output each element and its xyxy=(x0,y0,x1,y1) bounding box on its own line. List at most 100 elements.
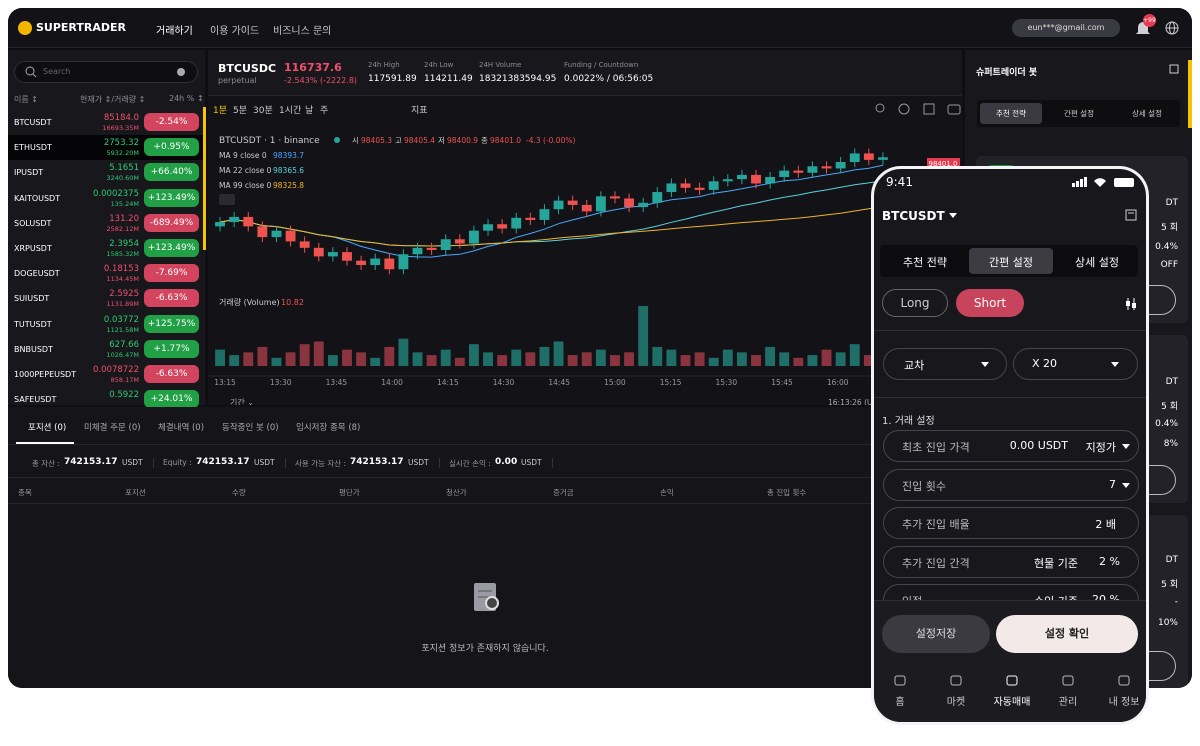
nav-label[interactable]: 자동매매 xyxy=(993,697,1031,708)
margin-select[interactable]: 교차 xyxy=(883,348,1007,380)
phone-symbol[interactable]: BTCUSDT xyxy=(882,209,945,223)
setting-unit: 지정가 xyxy=(1085,441,1116,454)
volume: 135.24M xyxy=(110,199,139,208)
leverage-select[interactable]: X 20 xyxy=(1013,348,1138,380)
calculator-icon[interactable] xyxy=(1125,209,1137,221)
nav-link[interactable]: 거래하기 xyxy=(156,26,193,37)
toolbar-item[interactable]: 지표 xyxy=(411,106,428,116)
volume-bar xyxy=(243,352,254,366)
candle xyxy=(638,202,649,208)
toolbar-icons[interactable] xyxy=(874,102,962,116)
save-button[interactable]: 설정저장 xyxy=(882,615,990,653)
volume-bar xyxy=(468,344,479,366)
phone-tab[interactable]: 간편 설정 xyxy=(989,256,1033,269)
position-tab[interactable]: 체결내역 (0) xyxy=(158,423,205,433)
dropdown-icon xyxy=(949,213,957,218)
symbol[interactable]: SOLUSDT xyxy=(14,218,52,228)
candle xyxy=(553,200,564,210)
column-header: 평단가 xyxy=(339,488,360,497)
leverage-value: X 20 xyxy=(1032,357,1058,370)
bot-tab[interactable]: 추천 전략 xyxy=(996,109,1026,118)
phone-tab[interactable]: 추천 전략 xyxy=(903,256,947,269)
collapse-button[interactable] xyxy=(219,194,235,205)
position-tab[interactable]: 임시저장 종목 (8) xyxy=(296,423,361,433)
toolbar-item[interactable]: 5분 xyxy=(233,106,248,116)
price: 131.20 xyxy=(109,213,139,224)
toolbar-item[interactable]: 날 xyxy=(305,106,314,116)
nav-icon[interactable] xyxy=(1117,673,1131,687)
nav-icon[interactable] xyxy=(1005,673,1019,687)
period-select: 기간 ⌄ xyxy=(230,397,254,405)
chart-legend: BTCUSDT · 1 · binance xyxy=(219,136,320,146)
column-header[interactable]: 현재가 ↕/거래량 ↕ xyxy=(80,95,146,104)
setting-row[interactable]: 진입 횟수 7 xyxy=(883,468,1139,501)
symbol[interactable]: DOGEUSDT xyxy=(14,269,60,279)
symbol[interactable]: KAITOUSDT xyxy=(14,193,61,203)
position-tab[interactable]: 미체결 주문 (0) xyxy=(84,423,141,433)
account[interactable]: eun***@gmail.com xyxy=(1012,19,1120,37)
nav-label[interactable]: 관리 xyxy=(1058,697,1078,708)
column-header[interactable]: 이름 ↕ xyxy=(14,95,38,104)
candle xyxy=(215,222,225,227)
symbol[interactable]: SAFEUSDT xyxy=(14,395,57,405)
bot-tab[interactable]: 간편 설정 xyxy=(1064,109,1094,118)
status-time: 9:41 xyxy=(886,175,913,189)
search-box[interactable]: Search xyxy=(14,61,198,83)
setting-row[interactable]: 최초 진입 가격 0.00 USDT 지정가 xyxy=(883,430,1139,462)
summary-unit: USDT xyxy=(254,458,275,467)
price: 2.3954 xyxy=(109,239,139,249)
toolbar-item[interactable]: 30분 xyxy=(253,106,273,116)
ma-label: MA 99 close 0 xyxy=(219,181,272,190)
settings-icon[interactable] xyxy=(1124,297,1138,311)
nav-link[interactable]: 이용 가이드 xyxy=(210,26,260,37)
candle xyxy=(652,192,663,203)
separator xyxy=(552,458,553,468)
symbol[interactable]: SUIUSDT xyxy=(14,294,50,304)
bot-tab[interactable]: 상세 설정 xyxy=(1132,109,1162,118)
candle xyxy=(595,196,606,212)
setting-row[interactable]: 추가 진입 간격 현물 기준 2 % xyxy=(883,545,1139,578)
calculator-icon[interactable] xyxy=(1169,64,1179,74)
ticker-symbol: BTCUSDC xyxy=(218,62,277,75)
nav-icon[interactable] xyxy=(893,673,907,687)
candle xyxy=(567,200,578,205)
nav-link[interactable]: 비즈니스 문의 xyxy=(273,26,332,37)
setting-row[interactable]: 익절 수익 기준 20 % xyxy=(883,584,1139,600)
position-tab[interactable]: 동작중인 봇 (0) xyxy=(222,423,279,433)
stat-label: Funding / Countdown xyxy=(564,61,639,69)
symbol[interactable]: ETHUSDT xyxy=(14,143,52,153)
symbol[interactable]: BNBUSDT xyxy=(14,344,53,354)
setting-label: 추가 진입 간격 xyxy=(902,556,970,570)
symbol[interactable]: XRPUSDT xyxy=(14,244,52,253)
side-button[interactable]: Short xyxy=(956,289,1024,317)
position-tab[interactable]: 포지션 (0) xyxy=(28,423,67,433)
clear-icon[interactable] xyxy=(177,68,185,76)
confirm-button[interactable]: 설정 확인 xyxy=(996,615,1138,653)
side-button[interactable]: Long xyxy=(882,289,948,317)
nav-label[interactable]: 홈 xyxy=(895,697,905,708)
price: 0.18153 xyxy=(103,264,139,275)
phone-tab[interactable]: 상세 설정 xyxy=(1075,256,1119,269)
volume-bar xyxy=(511,349,522,366)
setting-row[interactable]: 추가 진입 배율 2 배 xyxy=(883,507,1139,539)
ma-value: 98325.8 xyxy=(273,181,304,190)
symbol[interactable]: BTCUSDT xyxy=(14,118,52,127)
app: SUPERTRADER 거래하기 이용 가이드 비즈니스 문의 eun***@g… xyxy=(8,8,1192,688)
toolbar-item[interactable]: 1분 xyxy=(213,106,228,116)
time-tick: 15:30 xyxy=(715,378,737,387)
nav-label[interactable]: 내 정보 xyxy=(1108,697,1140,708)
globe-icon[interactable] xyxy=(1165,21,1179,35)
toolbar-item[interactable]: 주 xyxy=(320,106,329,116)
nav-icon[interactable] xyxy=(949,673,963,687)
candle xyxy=(849,153,860,163)
volume-bar xyxy=(299,344,310,366)
symbol[interactable]: TUTUSDT xyxy=(14,319,52,329)
logo[interactable]: SUPERTRADER xyxy=(36,21,127,34)
symbol[interactable]: IPUSDT xyxy=(14,168,44,178)
symbol[interactable]: 1000PEPEUSDT xyxy=(14,370,77,379)
nav-icon[interactable] xyxy=(1061,673,1075,687)
nav-label[interactable]: 마켓 xyxy=(946,697,966,708)
column-header[interactable]: 24h % ↕ xyxy=(169,94,204,103)
volume-bar xyxy=(384,346,395,366)
toolbar-item[interactable]: 1시간 xyxy=(279,106,302,116)
